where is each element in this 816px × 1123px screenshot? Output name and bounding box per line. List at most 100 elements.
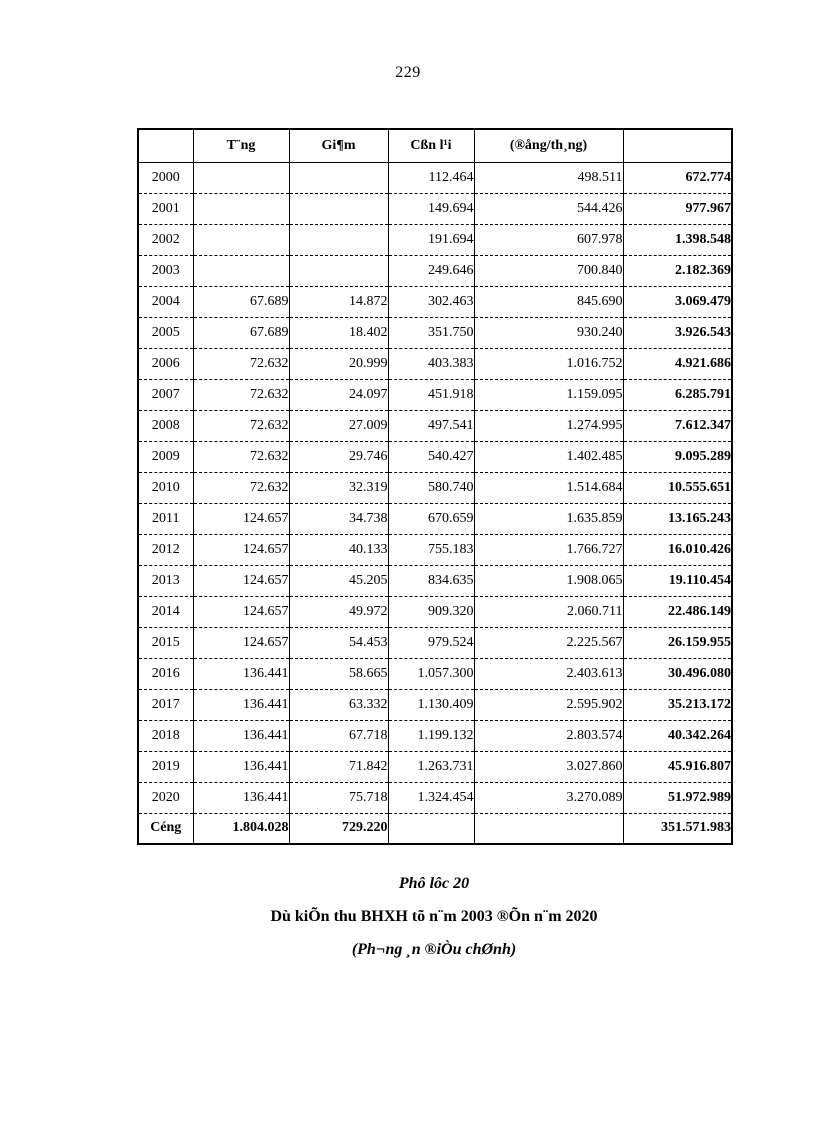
- cell-total: 51.972.989: [622, 782, 732, 814]
- cell-year: 2009: [138, 441, 193, 473]
- table-row: 2000 112.464 498.511 672.774: [138, 162, 732, 194]
- cell-dong-thang: 3.270.089: [473, 782, 623, 814]
- cell-dong-thang: 2.225.567: [473, 627, 623, 659]
- cell-total: 3.926.543: [622, 317, 732, 349]
- cell-dong-thang: 607.978: [473, 224, 623, 256]
- cell-total: 7.612.347: [622, 410, 732, 442]
- cell-year: 2004: [138, 286, 193, 318]
- cell-con-lai: 755.183: [387, 534, 474, 566]
- cell-dong-thang: 1.514.684: [473, 472, 623, 504]
- cell-total: 45.916.807: [622, 751, 732, 783]
- cell-con-lai: 834.635: [387, 565, 474, 597]
- cell-con-lai: 112.464: [387, 162, 474, 194]
- cell-total: 22.486.149: [622, 596, 732, 628]
- table-row: 2004 67.689 14.872 302.463 845.690 3.069.479: [138, 286, 732, 318]
- cell-year: 2010: [138, 472, 193, 504]
- cell-year: 2018: [138, 720, 193, 752]
- cell-year: 2002: [138, 224, 193, 256]
- cell-tang: 124.657: [192, 565, 289, 597]
- table-row: 2016 136.441 58.665 1.057.300 2.403.613 30.49…: [138, 658, 732, 690]
- cell-year: 2008: [138, 410, 193, 442]
- cell-total: 10.555.651: [622, 472, 732, 504]
- cell-tang: [192, 255, 289, 287]
- cell-dong-thang: 2.060.711: [473, 596, 623, 628]
- table-row: 2017 136.441 63.332 1.130.409 2.595.902 35.21…: [138, 689, 732, 721]
- cell-year: 2012: [138, 534, 193, 566]
- cell-year: 2020: [138, 782, 193, 814]
- cell-con-lai: 1.324.454: [387, 782, 474, 814]
- cell-dong-thang: 2.403.613: [473, 658, 623, 690]
- cell-giam: 58.665: [288, 658, 388, 690]
- cell-year: 2017: [138, 689, 193, 721]
- header-cell-2: Gi¶m: [288, 129, 388, 163]
- cell-con-lai: 351.750: [387, 317, 474, 349]
- cell-dong-thang: 498.511: [473, 162, 623, 194]
- table-row: 2008 72.632 27.009 497.541 1.274.995 7.612.34…: [138, 410, 732, 442]
- cell-dong-thang: 2.803.574: [473, 720, 623, 752]
- cell-year: 2001: [138, 193, 193, 225]
- cell-total: 6.285.791: [622, 379, 732, 411]
- cell-tang: 124.657: [192, 596, 289, 628]
- cell-con-lai: 1.199.132: [387, 720, 474, 752]
- cell-year: 2003: [138, 255, 193, 287]
- cell-con-lai: 909.320: [387, 596, 474, 628]
- cell-con-lai: 670.659: [387, 503, 474, 535]
- cell-con-lai: 451.918: [387, 379, 474, 411]
- cell-con-lai: 1.130.409: [387, 689, 474, 721]
- page-number: 229: [395, 64, 421, 81]
- cell-dong-thang: 930.240: [473, 317, 623, 349]
- table-row: 2019 136.441 71.842 1.263.731 3.027.860 45.91…: [138, 751, 732, 783]
- cell-tang: 67.689: [192, 317, 289, 349]
- cell-dong-thang: 544.426: [473, 193, 623, 225]
- table-row: 2001 149.694 544.426 977.967: [138, 193, 732, 225]
- data-table: T¨ng Gi¶m Cßn l¹i (®ång/th¸ng) 2000 112.464 49…: [137, 128, 733, 845]
- cell-con-lai: 979.524: [387, 627, 474, 659]
- cell-tang: 72.632: [192, 472, 289, 504]
- total-label: Céng: [150, 820, 182, 836]
- cell-tang: 124.657: [192, 534, 289, 566]
- cell-con-lai: 540.427: [387, 441, 474, 473]
- table-row: 2012 124.657 40.133 755.183 1.766.727 16.010.…: [138, 534, 732, 566]
- cell-giam: 27.009: [288, 410, 388, 442]
- cell-tang: 72.632: [192, 410, 289, 442]
- cell-dong-thang: 1.402.485: [473, 441, 623, 473]
- cell-giam: [288, 255, 388, 287]
- cell-giam: 63.332: [288, 689, 388, 721]
- cell-giam: 67.718: [288, 720, 388, 752]
- table-row: 2014 124.657 49.972 909.320 2.060.711 22.486.…: [138, 596, 732, 628]
- cell-tang: 72.632: [192, 348, 289, 380]
- cell-tang: 72.632: [192, 379, 289, 411]
- caption-subtitle: (Ph¬ng ¸n ®iÒu chØnh): [351, 941, 517, 958]
- table-row: 2018 136.441 67.718 1.199.132 2.803.574 40.34…: [138, 720, 732, 752]
- cell-con-lai: 1.263.731: [387, 751, 474, 783]
- table-row: 2003 249.646 700.840 2.182.369: [138, 255, 732, 287]
- cell-con-lai: 580.740: [387, 472, 474, 504]
- cell-year: 2011: [138, 503, 193, 535]
- cell-year: 2013: [138, 565, 193, 597]
- cell-tang: 67.689: [192, 286, 289, 318]
- cell-tang: 124.657: [192, 627, 289, 659]
- cell-giam: [288, 193, 388, 225]
- cell-giam: 20.999: [288, 348, 388, 380]
- table-row: 2009 72.632 29.746 540.427 1.402.485 9.095.28…: [138, 441, 732, 473]
- cell-year: 2006: [138, 348, 193, 380]
- table-captions: Phô lôc 20 Dù kiÕn thu BHXH tõ n¨m 2003 …: [137, 874, 731, 973]
- cell-giam: [288, 162, 388, 194]
- cell-total: 9.095.289: [622, 441, 732, 473]
- header-cell-3: Cßn l¹i: [387, 129, 474, 163]
- cell-con-lai: 249.646: [387, 255, 474, 287]
- cell-giam: 24.097: [288, 379, 388, 411]
- cell-giam: 75.718: [288, 782, 388, 814]
- cell-con-lai: 403.383: [387, 348, 474, 380]
- cell-year: 2014: [138, 596, 193, 628]
- cell-total: 351.571.983: [622, 813, 732, 844]
- table-row: 2006 72.632 20.999 403.383 1.016.752 4.921.68…: [138, 348, 732, 380]
- cell-total: 35.213.172: [622, 689, 732, 721]
- cell-con-lai: 1.057.300: [387, 658, 474, 690]
- cell-dong-thang: 1.908.065: [473, 565, 623, 597]
- cell-con-lai: 149.694: [387, 193, 474, 225]
- cell-total: 16.010.426: [622, 534, 732, 566]
- cell-con-lai: [387, 813, 474, 844]
- cell-total: 672.774: [622, 162, 732, 194]
